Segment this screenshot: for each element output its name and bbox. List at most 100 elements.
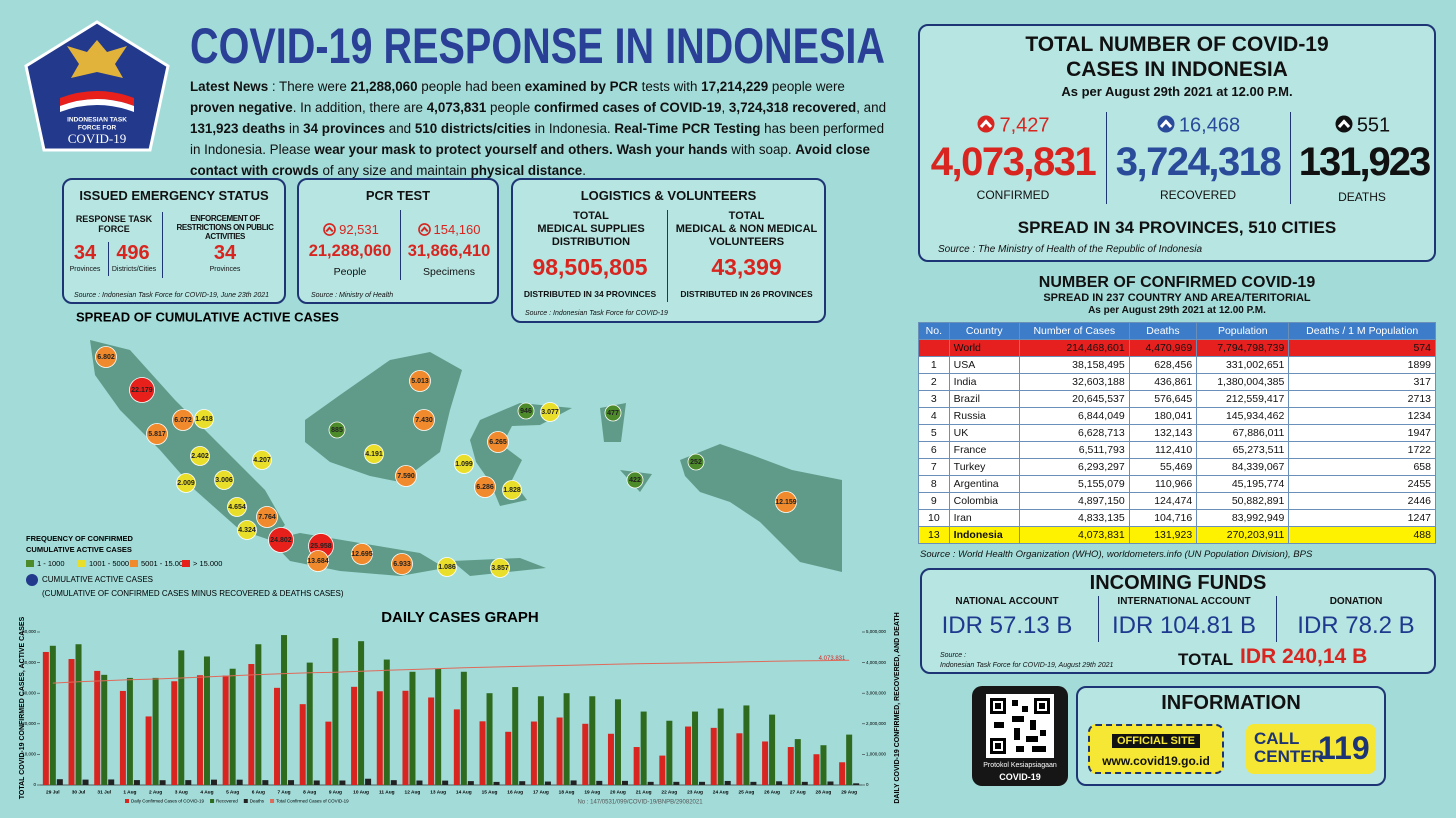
y-tick-label: 0 bbox=[33, 782, 36, 787]
bar bbox=[621, 780, 628, 785]
table-cell: 4,470,969 bbox=[1128, 339, 1198, 357]
bar bbox=[133, 780, 140, 785]
bar bbox=[171, 681, 178, 785]
table-cell: 9 bbox=[918, 492, 950, 510]
source: Source : Indonesian Task Force for COVID… bbox=[525, 310, 668, 317]
bar bbox=[42, 651, 49, 785]
bar bbox=[467, 781, 474, 785]
y-tick-label: 50,000 bbox=[22, 629, 36, 634]
news-text: wear your mask to protect yourself and o… bbox=[314, 142, 728, 157]
bar bbox=[390, 780, 397, 785]
table-cell: Russia bbox=[948, 407, 1020, 425]
bar bbox=[813, 754, 820, 785]
table-cell: Indonesia bbox=[948, 526, 1020, 544]
table-cell: 7 bbox=[918, 458, 950, 476]
divider bbox=[667, 210, 668, 302]
bar bbox=[519, 781, 526, 785]
table-cell: 83,992,949 bbox=[1196, 509, 1290, 527]
map-marker bbox=[437, 557, 457, 577]
legend-label: Total Confirmed Cases of COVID-19 bbox=[276, 799, 349, 804]
table-cell: 5,155,079 bbox=[1018, 475, 1130, 493]
source-label: Source : bbox=[940, 652, 967, 659]
news-text: people had been bbox=[417, 79, 525, 94]
bar bbox=[607, 733, 614, 785]
map-marker bbox=[490, 558, 510, 578]
spread-text: SPREAD IN 34 PROVINCES, 510 CITIES bbox=[1017, 218, 1337, 237]
table-row: World 214,468,601 4,470,969 7,794,798,739 57… bbox=[918, 339, 1436, 357]
table-cell: 658 bbox=[1288, 458, 1436, 476]
bar bbox=[248, 664, 255, 785]
bar bbox=[769, 714, 776, 785]
table-cell: 124,474 bbox=[1128, 492, 1198, 510]
bar bbox=[685, 726, 692, 785]
bar bbox=[313, 780, 320, 785]
table-cell: 2455 bbox=[1288, 475, 1436, 493]
news-text: 34 provinces bbox=[303, 121, 386, 136]
bar bbox=[743, 705, 750, 785]
y-axis-label: TOTAL COVID-19 CONFIRMED CASES, ACTIVE C… bbox=[19, 616, 26, 799]
bar bbox=[776, 781, 783, 785]
bar bbox=[794, 739, 801, 785]
bar bbox=[402, 690, 409, 785]
news-text: Latest News bbox=[190, 79, 269, 94]
map-marker bbox=[252, 450, 272, 470]
table-cell: 214,468,601 bbox=[1018, 339, 1130, 357]
divider bbox=[1290, 112, 1291, 204]
map-marker bbox=[487, 431, 509, 453]
y2-tick-label: 5,000,000 bbox=[866, 629, 887, 634]
map-marker bbox=[775, 491, 797, 513]
table-cell: 4,833,135 bbox=[1018, 509, 1130, 527]
map-marker-label: 4.207 bbox=[253, 457, 271, 464]
x-tick-label: 3 Aug bbox=[175, 789, 188, 795]
map-marker-label: 6.265 bbox=[489, 439, 507, 446]
x-tick-label: 1 Aug bbox=[123, 789, 136, 795]
x-tick-label: 10 Aug bbox=[353, 789, 369, 795]
bar bbox=[479, 721, 486, 785]
y2-tick-label: 4,000,000 bbox=[866, 660, 887, 665]
x-tick-label: 30 Jul bbox=[72, 789, 86, 795]
table-cell: 1234 bbox=[1288, 407, 1436, 425]
x-tick-label: 14 Aug bbox=[456, 789, 472, 795]
column-heading: MEDICAL & NON MEDICAL VOLUNTEERS bbox=[675, 223, 818, 248]
table-cell: 6,293,297 bbox=[1018, 458, 1130, 476]
map-marker bbox=[268, 527, 294, 553]
call-badge[interactable]: CALL CENTER 119 bbox=[1246, 724, 1376, 774]
table-cell: 4,897,150 bbox=[1018, 492, 1130, 510]
bar bbox=[582, 723, 589, 785]
graph-title: DAILY CASES GRAPH bbox=[381, 609, 539, 626]
logo-ribbon bbox=[60, 91, 134, 106]
bar bbox=[827, 781, 834, 785]
map-marker bbox=[351, 543, 373, 565]
bar bbox=[692, 711, 699, 785]
map-marker-label: 1.828 bbox=[503, 487, 521, 494]
table-cell: Iran bbox=[948, 509, 1020, 527]
bar bbox=[325, 721, 332, 785]
table-row: 10 Iran 4,833,135 104,716 83,992,949 1247 bbox=[918, 509, 1436, 527]
table-cell: 6,511,793 bbox=[1018, 441, 1130, 459]
table-cell: 2713 bbox=[1288, 390, 1436, 408]
legend-symbol bbox=[26, 574, 38, 586]
x-tick-label: 11 Aug bbox=[379, 789, 395, 795]
news-text: 131,923 deaths bbox=[190, 121, 286, 136]
table-cell: 67,886,011 bbox=[1196, 424, 1290, 442]
x-tick-label: 9 Aug bbox=[329, 789, 342, 795]
map-legend-title: FREQUENCY OF CONFIRMED bbox=[26, 534, 134, 543]
x-tick-label: 12 Aug bbox=[405, 789, 421, 795]
logo-text: INDONESIAN TASK bbox=[67, 117, 127, 124]
map-marker bbox=[307, 550, 329, 572]
country-table: No. Country Number of Cases Deaths Populatio… bbox=[918, 322, 1436, 544]
site-badge[interactable]: OFFICIAL SITE www.covid19.go.id bbox=[1088, 724, 1224, 774]
divider bbox=[1098, 596, 1099, 642]
table-header-row: No. Country Number of Cases Deaths Populatio… bbox=[918, 322, 1436, 340]
legend-swatch bbox=[270, 799, 275, 803]
bar bbox=[351, 686, 358, 785]
news-text: examined by PCR bbox=[524, 79, 638, 94]
legend-label: 1 - 1000 bbox=[37, 559, 65, 568]
map-marker-label: 3.077 bbox=[541, 409, 559, 416]
bar bbox=[416, 780, 423, 785]
total-value: IDR 240,14 B bbox=[1240, 645, 1368, 668]
site-url: www.covid19.go.id bbox=[1102, 754, 1210, 768]
table-row: 7 Turkey 6,293,297 55,469 84,339,067 658 bbox=[918, 458, 1436, 476]
increment-value: 551 bbox=[1356, 114, 1391, 137]
map-marker bbox=[227, 497, 247, 517]
